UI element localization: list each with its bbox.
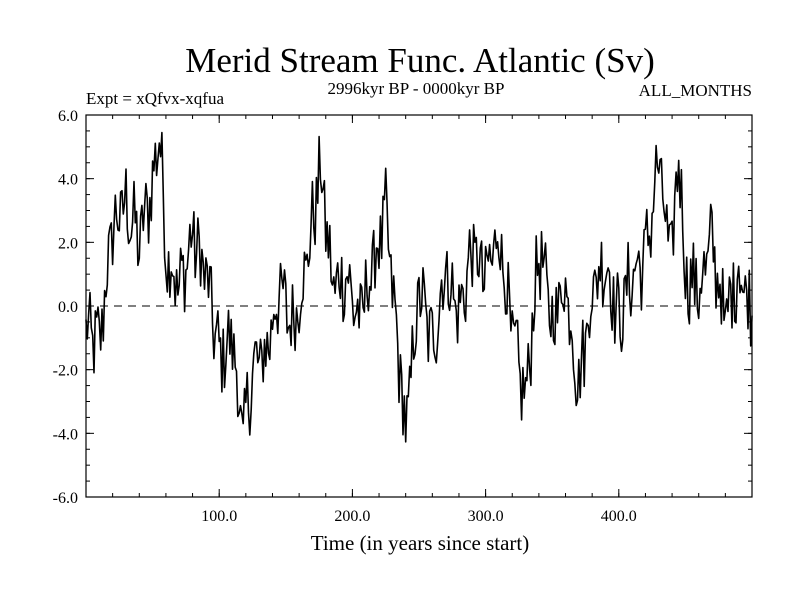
x-tick-label: 300.0 bbox=[468, 508, 504, 525]
y-tick-label: -4.0 bbox=[53, 426, 78, 443]
subtitle-left: Expt = xQfvx-xqfua bbox=[86, 89, 224, 108]
subtitle-right: ALL_MONTHS bbox=[639, 81, 752, 100]
chart-title: Merid Stream Func. Atlantic (Sv) bbox=[185, 41, 655, 80]
x-tick-label: 200.0 bbox=[334, 508, 370, 525]
y-tick-label: 4.0 bbox=[58, 172, 78, 189]
ticks-layer: -6.0 -4.0 -2.0 0.0 2.0 4.0 6.0 100.0 200.0 300.0 4… bbox=[53, 108, 753, 525]
y-tick-label: 0.0 bbox=[58, 299, 78, 316]
x-axis-label: Time (in years since start) bbox=[311, 531, 530, 555]
y-tick-label: 2.0 bbox=[58, 235, 78, 252]
x-tick-label: 100.0 bbox=[201, 508, 237, 525]
x-tick-label: 400.0 bbox=[601, 508, 637, 525]
y-tick-label: -6.0 bbox=[53, 490, 78, 507]
series-line bbox=[85, 131, 753, 443]
y-tick-label: -2.0 bbox=[53, 363, 78, 380]
subtitle-center: 2996kyr BP - 0000kyr BP bbox=[328, 79, 505, 98]
y-tick-label: 6.0 bbox=[58, 108, 78, 125]
